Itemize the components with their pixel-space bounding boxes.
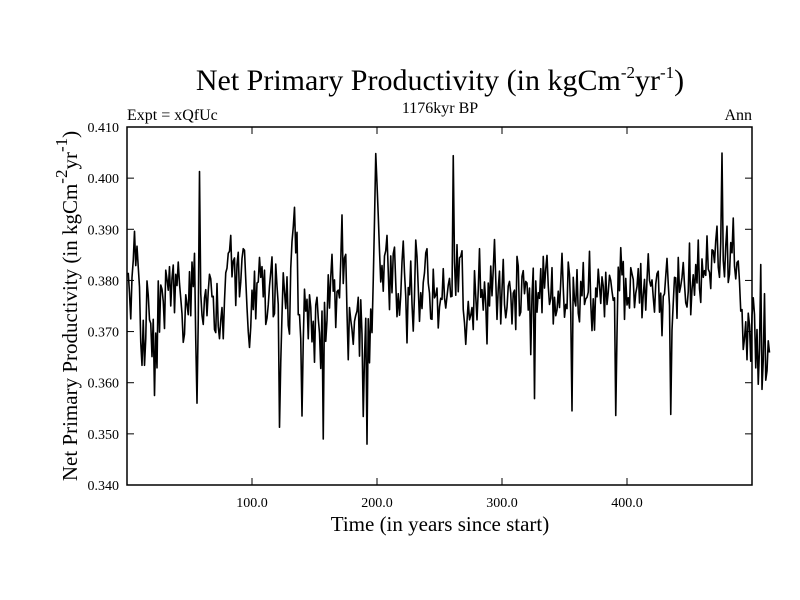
x-tick-label: 100.0	[236, 496, 268, 511]
chart-title-sup2: -1	[660, 63, 674, 82]
y-tick-label: 0.340	[88, 479, 120, 494]
y-axis-label-sup2: -1	[52, 138, 71, 152]
y-tick-label: 0.390	[88, 223, 120, 238]
chart-title-sup1: -2	[621, 63, 635, 82]
y-tick-label: 0.380	[88, 274, 120, 289]
x-axis: 100.0 200.0 300.0 400.0	[236, 127, 643, 511]
chart-title-mid: yr	[635, 64, 660, 97]
y-axis-label: Net Primary Productivity (in kgCm-2yr-1)	[52, 131, 82, 481]
subtitle-experiment: Expt = xQfUc	[127, 107, 218, 124]
subtitle-epoch: 1176kyr BP	[402, 100, 478, 117]
npp-series-line	[127, 152, 771, 445]
plot-frame	[126, 126, 753, 486]
chart-title: Net Primary Productivity (in kgCm-2yr-1)	[196, 63, 684, 97]
y-tick-label: 0.350	[88, 428, 120, 443]
y-axis-label-main: Net Primary Productivity (in kgCm	[58, 184, 82, 481]
y-axis-label-end: )	[58, 131, 82, 138]
x-tick-label: 300.0	[486, 496, 518, 511]
subtitle-season: Ann	[724, 107, 752, 124]
x-tick-label: 400.0	[611, 496, 643, 511]
chart-title-end: )	[674, 64, 684, 97]
y-tick-label: 0.400	[88, 172, 120, 187]
y-axis-label-mid: yr	[58, 152, 82, 170]
chart-title-main: Net Primary Productivity (in kgCm	[196, 64, 621, 97]
y-tick-label: 0.360	[88, 377, 120, 392]
x-axis-label: Time (in years since start)	[331, 512, 550, 536]
x-tick-label: 200.0	[361, 496, 393, 511]
y-tick-label: 0.370	[88, 326, 120, 341]
y-tick-label: 0.410	[88, 121, 120, 136]
y-axis: 0.340 0.350 0.360 0.370 0.380 0.390 0.400 0.410	[88, 121, 752, 494]
y-axis-label-sup1: -2	[52, 170, 71, 184]
